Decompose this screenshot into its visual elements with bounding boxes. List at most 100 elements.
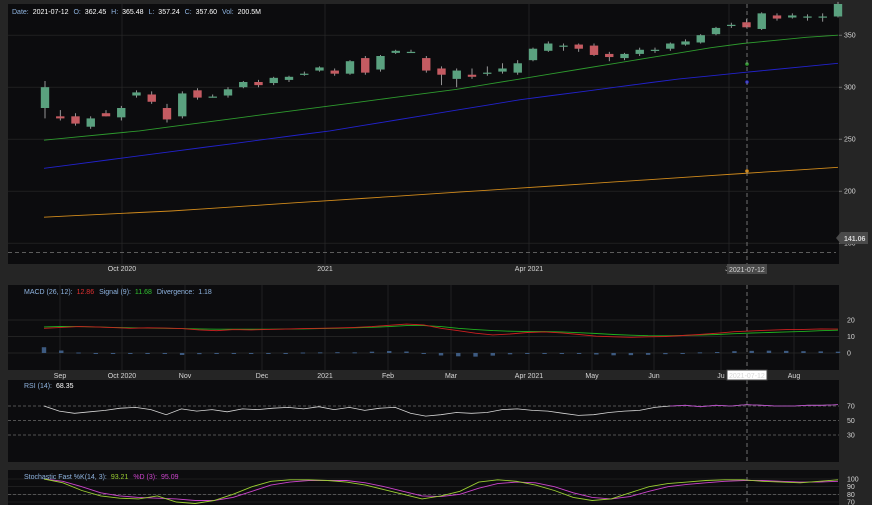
ma-orange-line — [43, 166, 839, 218]
divergence-bar — [162, 353, 168, 354]
divergence-bar — [335, 352, 340, 354]
macd-xtick: May — [585, 373, 599, 380]
divergence-bar — [628, 353, 634, 356]
divergence-bar — [473, 353, 478, 357]
cursor-date-price: 2021-07-12 — [729, 267, 765, 274]
date-value: 2021-07-12 — [33, 9, 69, 16]
stoch-label: Stochastic Fast %K(14, 3): — [24, 474, 107, 481]
price-ytick: 150 — [844, 241, 856, 248]
candle-body — [376, 56, 385, 70]
rsi-panel-bg — [8, 380, 839, 462]
signal-label: Signal (9): — [99, 289, 131, 296]
divergence-bar — [680, 353, 685, 354]
stoch-ytick: 100 — [847, 477, 859, 484]
candle-body — [223, 89, 233, 96]
price-series — [8, 1, 843, 253]
stoch-d-line — [43, 478, 839, 501]
rsi-ytick: 50 — [847, 418, 855, 425]
divergence-bar — [438, 353, 444, 356]
divergence-bar — [818, 351, 823, 353]
price-ytick: 200 — [844, 189, 856, 196]
divergence-bar — [456, 353, 461, 357]
divergence-bar — [404, 351, 409, 353]
candle-body — [71, 116, 80, 124]
cursor-date-tag-price: 2021-07-12 — [727, 264, 767, 274]
candle-body — [391, 50, 400, 53]
divergence-label: Divergence: — [157, 289, 194, 296]
price-xtick: Apr 2021 — [515, 266, 544, 273]
rsi-label: RSI (14): — [24, 383, 52, 390]
stoch-d-label: %D (3): — [133, 474, 157, 481]
candle-body — [422, 58, 431, 71]
candle-body — [330, 70, 339, 74]
candle-body — [803, 16, 812, 18]
divergence-bar — [576, 353, 582, 354]
divergence-bar — [41, 347, 47, 353]
candle-body — [772, 15, 782, 19]
candle-body — [345, 61, 355, 74]
candle-body — [498, 68, 507, 72]
candle-body — [788, 15, 797, 18]
ma-green-line — [43, 34, 839, 141]
macd-xtick: Ju — [717, 373, 725, 380]
price-xtick: 2021 — [317, 266, 333, 273]
price-ytick: 250 — [844, 137, 856, 144]
candle-body — [696, 35, 705, 43]
candle-body — [605, 53, 614, 58]
divergence-bar — [317, 352, 323, 354]
candle-body — [239, 82, 248, 88]
candle-body — [208, 96, 217, 98]
divergence-value: 1.18 — [198, 289, 212, 296]
divergence-bar — [749, 350, 754, 353]
rsi-ytick: 70 — [847, 404, 855, 411]
candle-body — [315, 67, 324, 71]
divergence-bar — [369, 351, 375, 353]
ohlc-legend: Date: 2021-07-12 O: 362.45 H: 365.48 L: … — [12, 9, 261, 16]
candle-body — [833, 4, 843, 17]
divergence-bar — [766, 350, 772, 353]
candle-body — [620, 53, 629, 59]
divergence-bar — [594, 353, 599, 355]
candle-body — [559, 45, 568, 47]
candle-body — [452, 70, 461, 79]
last-price-tag: 141.06 — [836, 232, 868, 244]
divergence-bar — [507, 353, 513, 355]
macd-legend: MACD (26, 12): 12.86 Signal (9): 11.68 D… — [24, 289, 212, 296]
divergence-bar — [784, 350, 789, 353]
high-value: 365.48 — [122, 9, 144, 16]
open-value: 362.45 — [85, 9, 107, 16]
candle-body — [193, 90, 202, 98]
macd-xtick: Oct 2020 — [108, 373, 137, 380]
candle-body — [162, 108, 172, 120]
last-price-value: 141.06 — [844, 236, 866, 243]
price-panel-bg — [8, 4, 839, 264]
candle-body — [650, 49, 660, 51]
price-ytick: 350 — [844, 33, 856, 40]
divergence-bar — [387, 351, 392, 353]
macd-label: MACD (26, 12): — [24, 289, 73, 296]
open-label: O: — [73, 9, 80, 16]
divergence-bar — [835, 351, 841, 353]
candle-body — [574, 44, 583, 49]
candle-body — [269, 77, 278, 84]
low-label: L: — [149, 9, 155, 16]
divergence-bar — [714, 352, 720, 354]
divergence-bar — [490, 353, 495, 356]
divergence-bar — [231, 353, 237, 354]
divergence-bar — [59, 350, 64, 353]
macd-ytick: 10 — [847, 334, 855, 341]
stoch-ytick: 80 — [847, 492, 855, 499]
macd-xtick: Jun — [648, 373, 659, 380]
rsi-value: 68.35 — [56, 383, 74, 390]
candle-body — [40, 87, 50, 108]
divergence-bar — [611, 353, 616, 356]
macd-xtick: Nov — [179, 373, 192, 380]
divergence-bar — [248, 353, 254, 354]
macd-value: 12.86 — [77, 289, 95, 296]
candle-body — [406, 51, 416, 54]
price-xtick: Oct 2020 — [108, 266, 137, 273]
candle-body — [437, 68, 446, 75]
